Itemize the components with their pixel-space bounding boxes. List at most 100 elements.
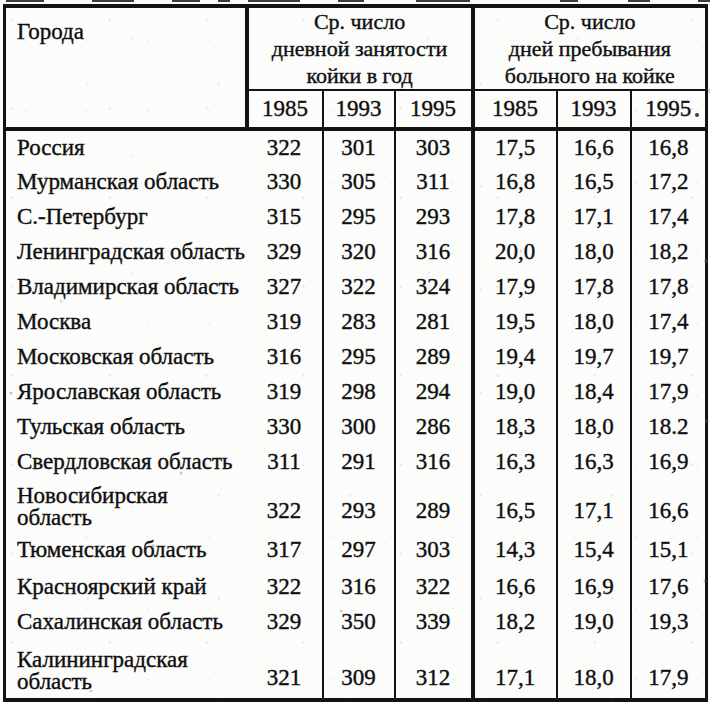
table-row: Россия32230130317,516,616,8 — [5, 129, 707, 164]
value-cell: 17,9 — [631, 639, 707, 700]
value-cell: 17,6 — [631, 568, 707, 605]
value-cell: 19,3 — [631, 605, 707, 639]
city-cell: Ленинградская область — [5, 234, 247, 269]
city-cell: Ярославская область — [5, 374, 247, 409]
year-header: 1995 — [631, 90, 707, 129]
value-cell: 17,4 — [631, 304, 707, 339]
value-cell: 17,1 — [473, 639, 557, 700]
value-cell: 16,6 — [631, 479, 707, 531]
value-cell: 18.2 — [631, 409, 707, 444]
value-cell: 322 — [247, 568, 323, 605]
value-cell: 309 — [323, 639, 395, 700]
value-cell: 301 — [323, 129, 395, 164]
scan-artifact — [6, 0, 44, 2]
city-cell: Красноярский край — [5, 568, 247, 605]
table-row: Красноярский край32231632216,616,917,6 — [5, 568, 707, 605]
table-row: Москва31928328119,518,017,4 — [5, 304, 707, 339]
table-row: Мурманская область33030531116,816,517,2 — [5, 164, 707, 199]
value-cell: 289 — [395, 339, 473, 374]
group-label-line: Ср. число — [249, 8, 471, 35]
city-cell: С.-Петербург — [5, 199, 247, 234]
value-cell: 19,0 — [473, 374, 557, 409]
value-cell: 322 — [247, 129, 323, 164]
value-cell: 329 — [247, 234, 323, 269]
value-cell: 19,5 — [473, 304, 557, 339]
scan-artifact — [416, 0, 470, 2]
table-row: Ленинградская область32932031620,018,018… — [5, 234, 707, 269]
value-cell: 283 — [323, 304, 395, 339]
value-cell: 289 — [395, 479, 473, 531]
table-row: Тульская область33030028618,318,018.2 — [5, 409, 707, 444]
year-header: 1985 — [473, 90, 557, 129]
value-cell: 324 — [395, 269, 473, 304]
value-cell: 316 — [395, 444, 473, 479]
table-row: Тюменская область31729730314,315,415,1 — [5, 531, 707, 568]
city-cell: Тюменская область — [5, 531, 247, 568]
value-cell: 300 — [323, 409, 395, 444]
value-cell: 350 — [323, 605, 395, 639]
value-cell: 298 — [323, 374, 395, 409]
group-label-line: дней пребывания — [475, 35, 706, 62]
value-cell: 18,0 — [557, 234, 631, 269]
value-cell: 16,9 — [557, 568, 631, 605]
city-cell: Московская область — [5, 339, 247, 374]
value-cell: 14,3 — [473, 531, 557, 568]
value-cell: 17,9 — [631, 374, 707, 409]
value-cell: 15,1 — [631, 531, 707, 568]
city-cell: Калининградская область — [5, 639, 247, 700]
value-cell: 339 — [395, 605, 473, 639]
group-label-line: Ср. число — [475, 8, 706, 35]
year-header: 1995 — [395, 90, 473, 129]
value-cell: 322 — [395, 568, 473, 605]
table-row: Новосибирская область32229328916,517,116… — [5, 479, 707, 531]
value-cell: 17,4 — [631, 199, 707, 234]
scan-artifact — [628, 0, 650, 2]
value-cell: 19,0 — [557, 605, 631, 639]
value-cell: 18,0 — [557, 639, 631, 700]
value-cell: 295 — [323, 339, 395, 374]
value-cell: 286 — [395, 409, 473, 444]
group-label-line: койки в год — [249, 62, 471, 89]
year-header: 1993 — [323, 90, 395, 129]
scan-artifact — [92, 0, 134, 2]
year-header: 1985 — [247, 90, 323, 129]
value-cell: 291 — [323, 444, 395, 479]
year-header: 1993 — [557, 90, 631, 129]
column-group-stay: Ср. число дней пребывания больного на ко… — [473, 6, 707, 90]
city-cell: Москва — [5, 304, 247, 339]
table-row: Свердловская область31129131616,316,316,… — [5, 444, 707, 479]
value-cell: 18,2 — [473, 605, 557, 639]
value-cell: 294 — [395, 374, 473, 409]
value-cell: 293 — [323, 479, 395, 531]
city-cell: Мурманская область — [5, 164, 247, 199]
value-cell: 18,3 — [473, 409, 557, 444]
scan-artifact — [172, 0, 200, 2]
value-cell: 303 — [395, 129, 473, 164]
city-cell: Свердловская область — [5, 444, 247, 479]
value-cell: 317 — [247, 531, 323, 568]
column-header-cities: Города — [5, 6, 247, 129]
city-cell: Сахалинская область — [5, 605, 247, 639]
value-cell: 16,3 — [557, 444, 631, 479]
table-row: Ярославская область31929829419,018,417,9 — [5, 374, 707, 409]
table-row: С.-Петербург31529529317,817,117,4 — [5, 199, 707, 234]
value-cell: 16,6 — [557, 129, 631, 164]
scan-artifact — [338, 0, 364, 2]
value-cell: 16,3 — [473, 444, 557, 479]
table-row: Сахалинская область32935033918,219,019,3 — [5, 605, 707, 639]
value-cell: 16,5 — [557, 164, 631, 199]
value-cell: 20,0 — [473, 234, 557, 269]
value-cell: 319 — [247, 374, 323, 409]
value-cell: 17,8 — [557, 269, 631, 304]
scan-artifact — [695, 113, 699, 117]
value-cell: 293 — [395, 199, 473, 234]
value-cell: 19,7 — [631, 339, 707, 374]
value-cell: 319 — [247, 304, 323, 339]
value-cell: 17,2 — [631, 164, 707, 199]
value-cell: 297 — [323, 531, 395, 568]
value-cell: 316 — [323, 568, 395, 605]
value-cell: 17,8 — [631, 269, 707, 304]
value-cell: 327 — [247, 269, 323, 304]
value-cell: 330 — [247, 409, 323, 444]
value-cell: 18,2 — [631, 234, 707, 269]
